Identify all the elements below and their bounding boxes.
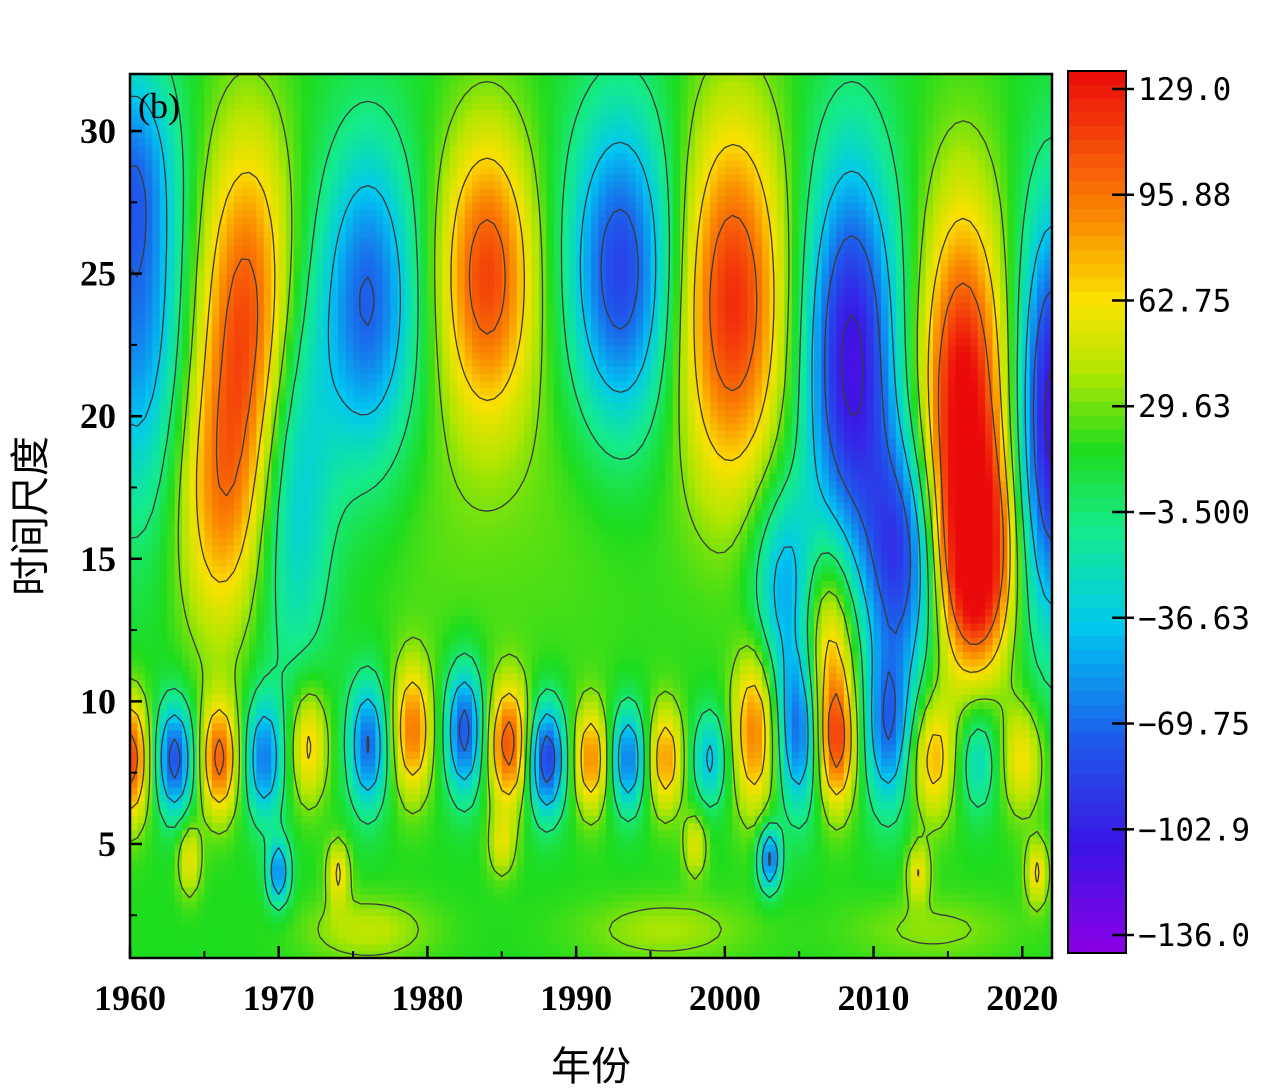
y-tick-label: 5 [98,824,116,864]
colorbar-band [1068,374,1126,389]
colorbar-tick-label: 29.63 [1138,389,1231,425]
colorbar-band [1068,291,1126,306]
colorbar-band [1068,332,1126,348]
colorbar-band [1068,760,1126,775]
colorbar-band [1068,870,1126,885]
colorbar-band [1068,263,1126,279]
x-axis-title: 年份 [551,1044,631,1090]
y-tick-label: 10 [80,681,116,721]
colorbar-band [1068,594,1126,610]
x-tick-label: 2000 [689,978,761,1018]
colorbar-band [1068,71,1126,86]
colorbar: 129.0 95.88 62.75 29.63 −3.500 −36.63 −69.75 −1… [1067,70,1250,954]
x-tick-label: 2010 [838,978,910,1018]
colorbar-band [1068,277,1126,293]
colorbar-band [1068,443,1126,458]
colorbar-band [1068,484,1126,499]
colorbar-tick-label: −3.500 [1138,495,1250,531]
colorbar-band [1068,305,1126,320]
colorbar-band [1068,512,1126,527]
y-tick-label: 15 [80,539,116,579]
colorbar-band [1068,663,1126,678]
colorbar-band [1068,319,1126,334]
colorbar-band [1068,525,1126,541]
colorbar-band [1068,236,1126,251]
colorbar-band [1068,787,1126,803]
x-tick-label: 1990 [540,978,612,1018]
colorbar-band [1068,456,1126,472]
colorbar-band [1068,84,1126,100]
colorbar-band [1068,208,1126,224]
colorbar-band [1068,360,1126,375]
colorbar-band [1068,939,1126,954]
colorbar-band [1068,746,1126,761]
colorbar-band [1068,704,1126,720]
colorbar-band [1068,553,1126,568]
panel-label: (b) [138,86,180,126]
y-axis-title: 时间尺度 [8,436,54,596]
colorbar-band [1068,884,1126,899]
colorbar-band [1068,691,1126,706]
plot-frame [128,72,1054,960]
colorbar-band [1068,429,1126,444]
y-tick-label: 20 [80,396,116,436]
colorbar-band [1068,181,1126,196]
x-tick-label: 1960 [94,978,166,1018]
colorbar-band [1068,498,1126,513]
heatmap-cells [130,74,1052,958]
colorbar-band [1068,732,1126,747]
colorbar-tick-label: −69.75 [1138,707,1250,743]
colorbar-band [1068,622,1126,637]
axes: 1960 1970 1980 1990 2000 2010 2020 5 10 15 20 25 30 [80,111,1058,1018]
colorbar-band [1068,195,1126,210]
colorbar-band [1068,346,1126,362]
y-tick-label: 30 [80,111,116,151]
colorbar-band [1068,222,1126,237]
colorbar-band [1068,828,1126,844]
colorbar-band [1068,126,1126,141]
colorbar-band [1068,718,1126,734]
colorbar-band [1068,801,1126,816]
colorbar-band [1068,250,1126,265]
colorbar-band [1068,153,1126,169]
colorbar-band [1068,677,1126,692]
colorbar-tick-label: −36.63 [1138,601,1250,637]
colorbar-band [1068,649,1126,665]
x-tick-label: 1980 [391,978,463,1018]
colorbar-band [1068,567,1126,582]
colorbar-tick-label: 62.75 [1138,284,1231,320]
colorbar-tick-label: −102.9 [1138,812,1250,848]
colorbar-band [1068,773,1126,789]
colorbar-band [1068,925,1126,940]
colorbar-band [1068,387,1126,403]
x-tick-label: 2020 [986,978,1058,1018]
colorbar-tick-label: −136.0 [1138,918,1250,954]
y-tick-label: 25 [80,254,116,294]
colorbar-band [1068,856,1126,871]
colorbar-band [1068,911,1126,927]
colorbar-band [1068,815,1126,830]
colorbar-tick-label: 95.88 [1138,178,1231,214]
colorbar-band [1068,167,1126,182]
colorbar-band [1068,112,1126,127]
colorbar-band [1068,415,1126,430]
colorbar-band [1068,401,1126,417]
colorbar-band [1068,470,1126,486]
colorbar-band [1068,98,1126,113]
colorbar-band [1068,636,1126,651]
colorbar-band [1068,897,1126,913]
colorbar-band [1068,139,1126,155]
colorbar-band [1068,539,1126,554]
colorbar-band [1068,842,1126,858]
colorbar-band [1068,580,1126,596]
colorbar-band [1068,608,1126,623]
colorbar-tick-label: 129.0 [1138,72,1231,108]
x-tick-label: 1970 [243,978,315,1018]
